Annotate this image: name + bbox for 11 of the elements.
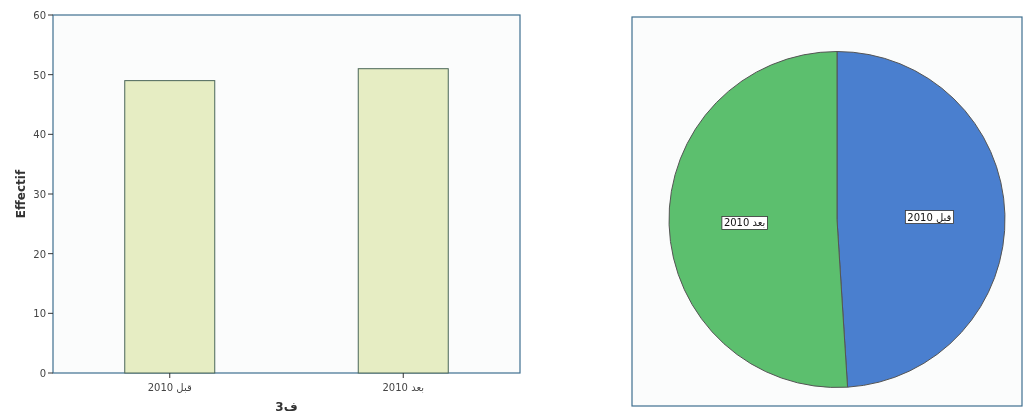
slice-label: قبل 2010 (907, 211, 952, 223)
slice-label: بعد 2010 (723, 217, 766, 229)
y-tick-label: 60 (33, 10, 46, 21)
y-tick-label: 30 (33, 189, 46, 200)
y-tick-label: 0 (39, 368, 46, 379)
y-axis-title: Effectif (14, 169, 28, 219)
y-tick-label: 50 (33, 69, 46, 81)
y-tick-label: 40 (33, 129, 46, 141)
x-axis-title: ف3 (275, 400, 298, 414)
y-tick-label: 20 (33, 248, 46, 260)
y-tick-label: 10 (33, 308, 46, 320)
